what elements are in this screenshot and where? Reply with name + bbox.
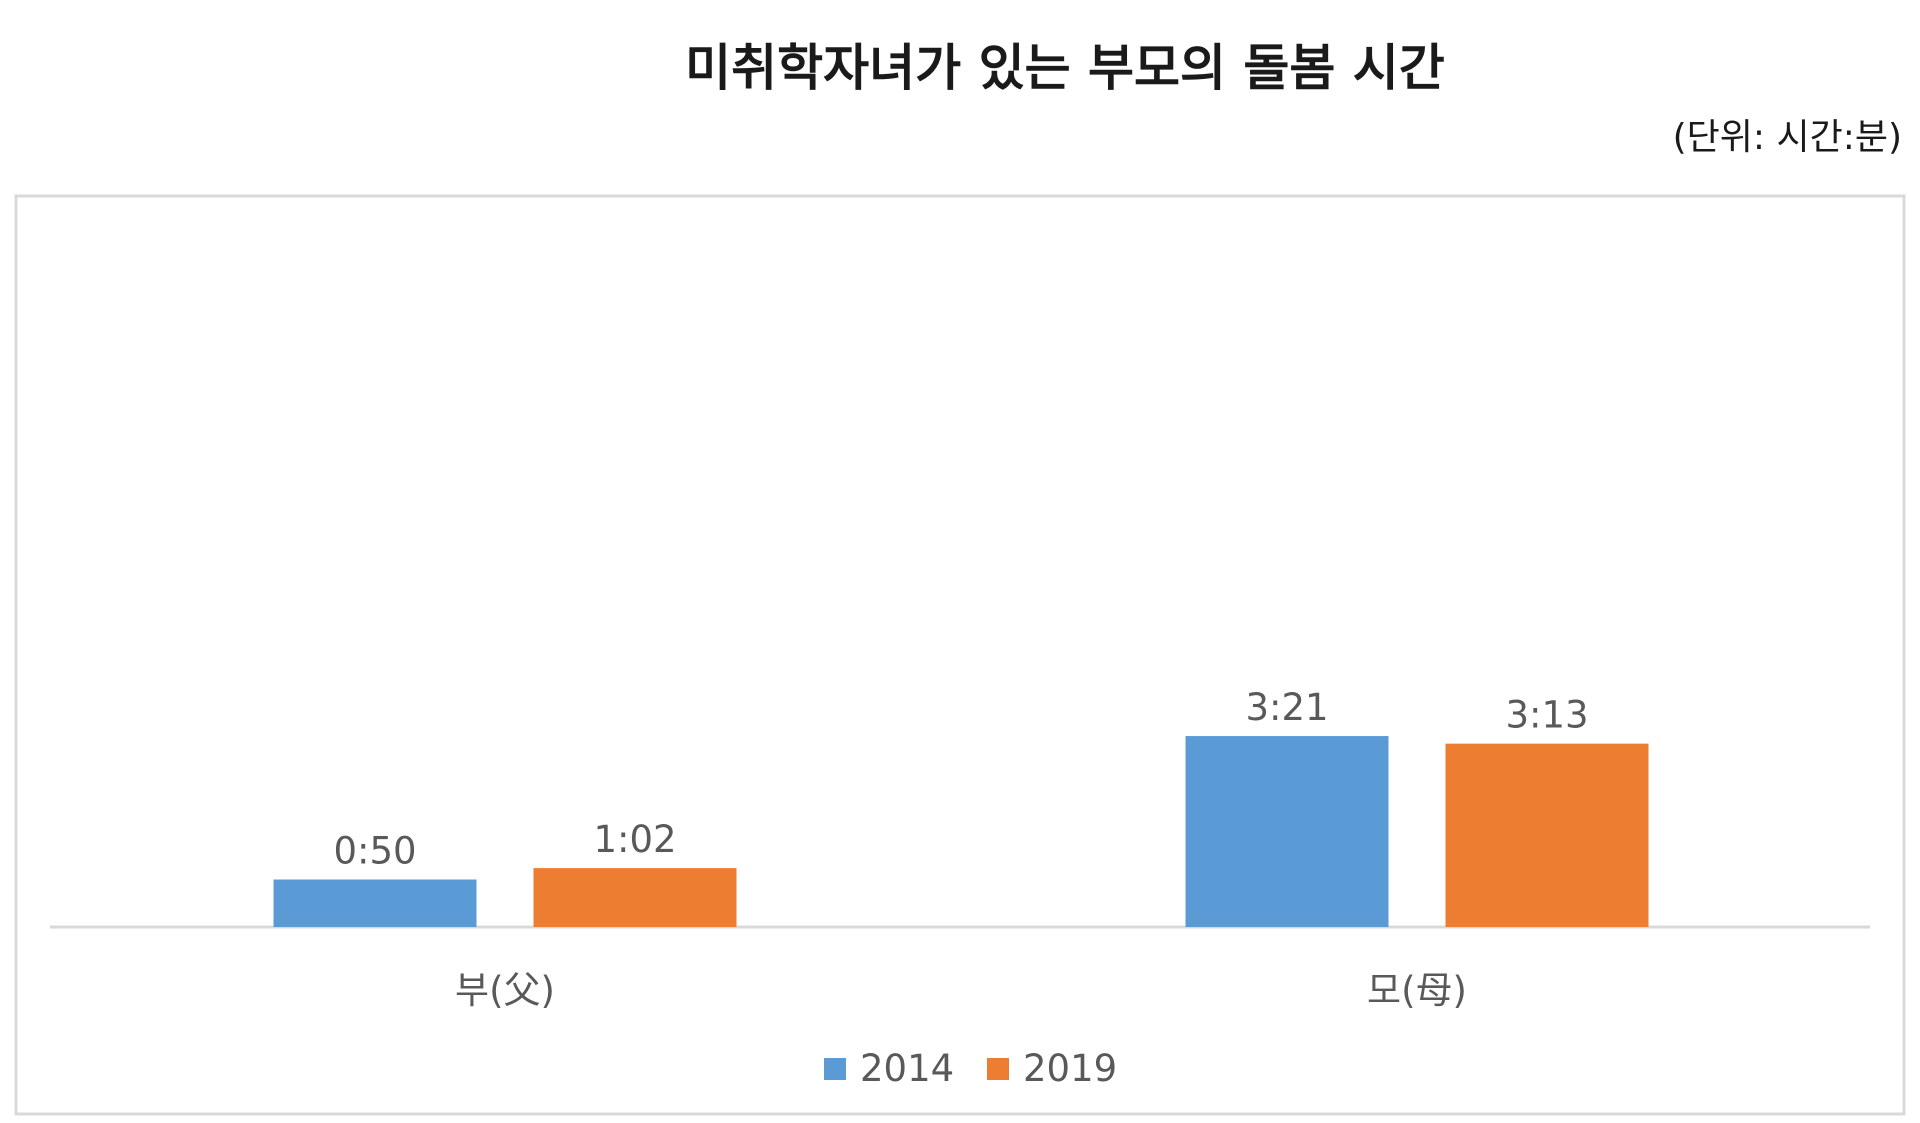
- data-label-2014-1: 3:21: [1245, 686, 1328, 729]
- bar-2014-0: [273, 879, 477, 927]
- legend: 2014 2019: [824, 1047, 1117, 1090]
- unit-note: (단위: 시간:분): [1672, 117, 1902, 158]
- category-labels-layer: 부(父) 모(母): [455, 969, 1467, 1012]
- data-labels-layer: 0:50 1:02 3:21 3:13: [333, 686, 1588, 872]
- data-label-2014-0: 0:50: [333, 830, 416, 873]
- data-label-2019-0: 1:02: [593, 818, 676, 861]
- legend-swatch-2019: [987, 1058, 1009, 1080]
- data-label-2019-1: 3:13: [1505, 694, 1588, 737]
- category-label-1: 모(母): [1367, 969, 1467, 1012]
- legend-label-2014: 2014: [860, 1047, 954, 1090]
- category-label-0: 부(父): [455, 969, 555, 1012]
- bar-2019-0: [533, 868, 737, 927]
- legend-swatch-2014: [824, 1058, 846, 1080]
- bar-2014-1: [1185, 736, 1389, 927]
- bars-layer: [273, 736, 1649, 927]
- chart-frame: [14, 194, 1906, 1116]
- legend-label-2019: 2019: [1023, 1047, 1117, 1090]
- chart-title: 미취학자녀가 있는 부모의 돌봄 시간: [685, 39, 1445, 97]
- bar-2019-1: [1445, 743, 1649, 927]
